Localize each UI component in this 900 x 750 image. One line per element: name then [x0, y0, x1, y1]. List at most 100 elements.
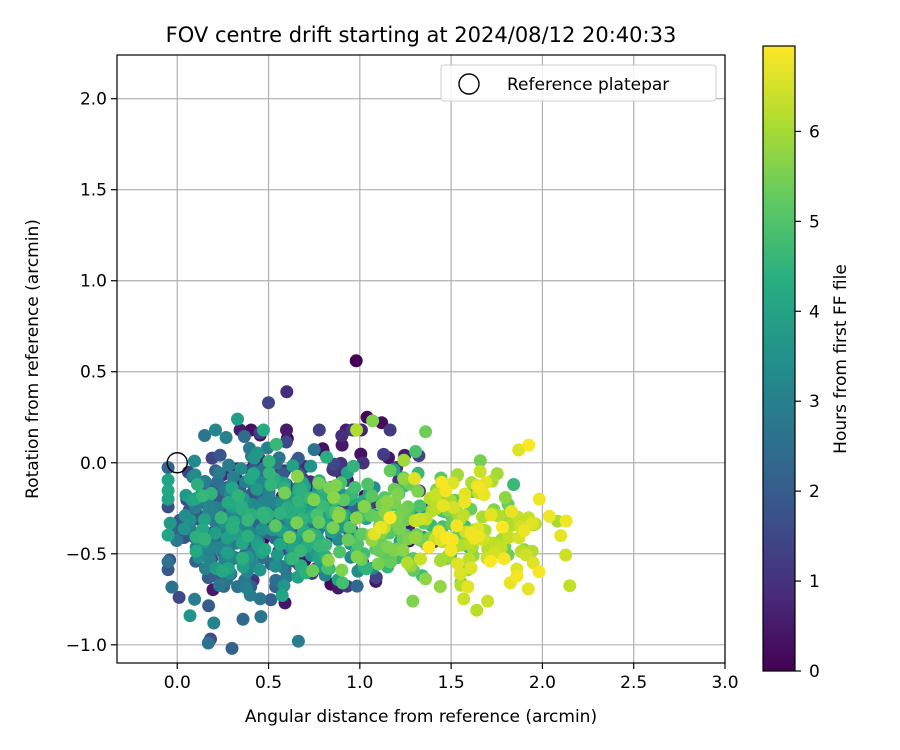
data-point — [422, 540, 436, 554]
data-point — [312, 515, 326, 529]
data-point — [456, 508, 470, 522]
data-point — [350, 550, 364, 564]
data-point — [472, 480, 486, 494]
data-point — [294, 544, 308, 558]
data-point — [559, 548, 573, 562]
data-point — [333, 545, 347, 559]
data-point — [532, 565, 546, 579]
data-point — [221, 496, 235, 510]
data-point — [335, 438, 349, 452]
data-point — [374, 520, 388, 534]
data-point — [563, 579, 577, 593]
data-point — [377, 447, 391, 461]
data-point — [411, 484, 425, 498]
data-point — [365, 489, 379, 503]
data-point — [396, 543, 410, 557]
data-point — [161, 473, 175, 487]
data-point — [198, 429, 212, 442]
data-point — [277, 579, 291, 593]
data-point — [307, 493, 321, 507]
data-point — [320, 450, 333, 464]
data-point — [197, 513, 211, 527]
data-point — [222, 458, 236, 472]
data-point — [371, 557, 385, 571]
data-point — [292, 494, 305, 508]
colorbar-tick-label: 6 — [809, 122, 820, 142]
x-tick-label: 2.5 — [620, 673, 647, 693]
data-point — [507, 478, 521, 491]
colorbar-ticks: 0 1 2 3 4 5 6 — [795, 122, 820, 682]
legend-box — [440, 64, 717, 102]
data-point — [270, 548, 284, 562]
data-point — [453, 567, 467, 581]
data-point — [346, 459, 360, 473]
data-point — [457, 592, 471, 606]
data-point — [484, 554, 497, 568]
data-point — [189, 544, 203, 558]
data-point — [505, 505, 518, 518]
data-point — [327, 490, 341, 504]
data-point — [497, 552, 511, 566]
data-point — [419, 425, 433, 439]
data-point — [262, 454, 276, 468]
x-tick-label: 2.0 — [529, 673, 556, 693]
data-point — [231, 489, 245, 503]
data-point — [434, 554, 447, 567]
data-point — [250, 482, 264, 496]
data-point — [304, 459, 318, 473]
data-point — [278, 486, 292, 500]
data-point — [335, 563, 349, 577]
data-point — [306, 564, 320, 578]
data-point — [419, 572, 432, 586]
data-point — [279, 435, 293, 449]
data-point — [542, 509, 556, 523]
data-point — [383, 464, 397, 478]
data-point — [357, 499, 371, 513]
data-point — [219, 431, 233, 444]
data-point — [521, 582, 535, 596]
data-point — [380, 495, 394, 509]
data-point — [400, 556, 414, 570]
data-point — [209, 423, 222, 437]
data-point — [461, 580, 475, 594]
data-point — [290, 469, 304, 483]
legend-label: Reference platepar — [507, 75, 669, 95]
data-point — [397, 472, 411, 486]
data-point — [481, 594, 495, 608]
data-point — [286, 552, 300, 566]
data-point — [312, 476, 326, 490]
data-point — [495, 520, 509, 534]
data-point — [213, 448, 227, 462]
data-point — [246, 467, 260, 481]
data-point — [253, 563, 267, 577]
data-point — [231, 412, 244, 426]
data-point — [440, 531, 454, 545]
data-point — [263, 466, 276, 480]
data-point — [366, 414, 380, 428]
data-point — [413, 499, 427, 513]
y-tick-label: 0.0 — [80, 454, 107, 474]
data-point — [335, 429, 349, 443]
data-point — [236, 612, 250, 626]
colorbar-tick-label: 3 — [809, 392, 820, 412]
data-point — [406, 594, 420, 608]
plot-frame — [116, 54, 726, 664]
data-point — [234, 499, 248, 513]
y-tick-label: 2.0 — [80, 90, 107, 110]
data-point — [349, 354, 363, 368]
data-point — [291, 634, 305, 648]
data-point — [470, 603, 484, 617]
data-point — [295, 483, 308, 497]
data-point — [408, 472, 421, 486]
colorbar-label: Hours from first FF file — [831, 264, 851, 454]
y-tick-label: −0.5 — [66, 545, 107, 565]
data-point — [451, 557, 464, 571]
data-point — [349, 511, 363, 525]
data-point — [161, 555, 175, 569]
data-point — [264, 478, 278, 492]
data-point — [447, 500, 460, 514]
data-point — [264, 593, 278, 607]
data-point — [413, 512, 427, 526]
data-point — [350, 423, 364, 437]
